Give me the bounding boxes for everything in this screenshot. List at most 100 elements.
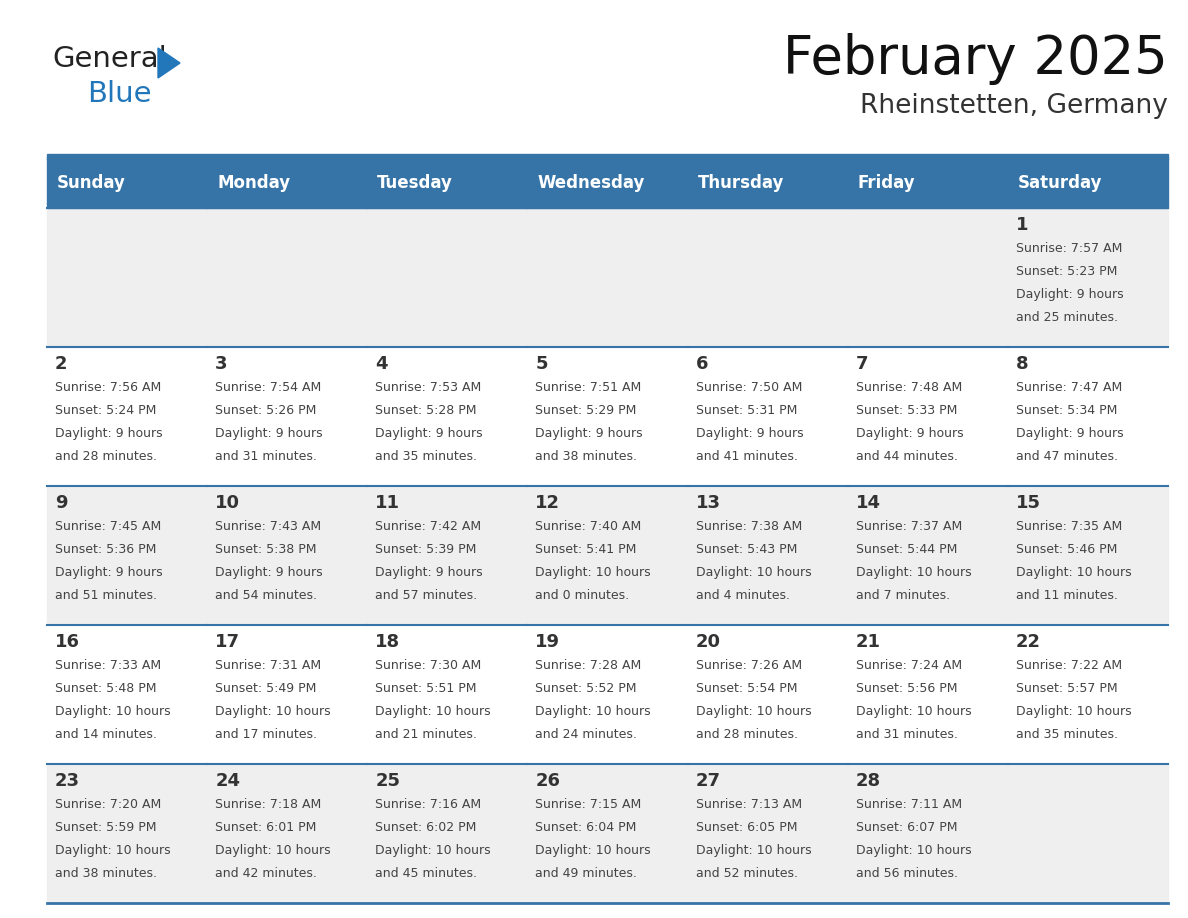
Text: 12: 12 bbox=[536, 494, 561, 512]
Text: and 21 minutes.: and 21 minutes. bbox=[375, 728, 478, 741]
Text: Sunset: 5:39 PM: Sunset: 5:39 PM bbox=[375, 543, 476, 556]
Text: 23: 23 bbox=[55, 772, 80, 790]
Text: Daylight: 10 hours: Daylight: 10 hours bbox=[855, 705, 972, 718]
Text: and 31 minutes.: and 31 minutes. bbox=[855, 728, 958, 741]
Text: Sunset: 5:33 PM: Sunset: 5:33 PM bbox=[855, 404, 958, 417]
Text: Sunrise: 7:30 AM: Sunrise: 7:30 AM bbox=[375, 659, 481, 672]
Text: Sunset: 5:43 PM: Sunset: 5:43 PM bbox=[695, 543, 797, 556]
Bar bbox=[367, 486, 527, 625]
Text: Sunset: 5:44 PM: Sunset: 5:44 PM bbox=[855, 543, 958, 556]
Text: Sunset: 5:49 PM: Sunset: 5:49 PM bbox=[215, 682, 316, 695]
Bar bbox=[207, 347, 367, 486]
Text: 21: 21 bbox=[855, 633, 880, 651]
Bar bbox=[48, 347, 207, 486]
Bar bbox=[48, 158, 207, 208]
Bar bbox=[1007, 486, 1168, 625]
Text: Sunrise: 7:38 AM: Sunrise: 7:38 AM bbox=[695, 520, 802, 533]
Text: 20: 20 bbox=[695, 633, 721, 651]
Text: Sunrise: 7:42 AM: Sunrise: 7:42 AM bbox=[375, 520, 481, 533]
Text: Sunrise: 7:15 AM: Sunrise: 7:15 AM bbox=[536, 798, 642, 811]
Bar bbox=[688, 208, 848, 347]
Bar bbox=[848, 764, 1007, 903]
Text: 7: 7 bbox=[855, 355, 868, 373]
Text: Sunrise: 7:48 AM: Sunrise: 7:48 AM bbox=[855, 381, 962, 394]
Text: and 42 minutes.: and 42 minutes. bbox=[215, 867, 317, 879]
Text: Daylight: 9 hours: Daylight: 9 hours bbox=[215, 565, 323, 579]
Text: Daylight: 9 hours: Daylight: 9 hours bbox=[375, 427, 482, 440]
Bar bbox=[207, 764, 367, 903]
Text: Sunset: 5:54 PM: Sunset: 5:54 PM bbox=[695, 682, 797, 695]
Text: 26: 26 bbox=[536, 772, 561, 790]
Text: and 35 minutes.: and 35 minutes. bbox=[375, 450, 478, 463]
Text: Sunset: 5:57 PM: Sunset: 5:57 PM bbox=[1016, 682, 1118, 695]
Text: Sunset: 5:23 PM: Sunset: 5:23 PM bbox=[1016, 265, 1117, 278]
Text: Daylight: 10 hours: Daylight: 10 hours bbox=[215, 844, 330, 856]
Bar bbox=[1007, 158, 1168, 208]
Bar bbox=[48, 208, 207, 347]
Text: Sunrise: 7:40 AM: Sunrise: 7:40 AM bbox=[536, 520, 642, 533]
Text: Sunrise: 7:24 AM: Sunrise: 7:24 AM bbox=[855, 659, 962, 672]
Text: Sunset: 6:01 PM: Sunset: 6:01 PM bbox=[215, 821, 316, 834]
Text: Daylight: 10 hours: Daylight: 10 hours bbox=[855, 565, 972, 579]
Text: Daylight: 9 hours: Daylight: 9 hours bbox=[215, 427, 323, 440]
Text: Sunrise: 7:47 AM: Sunrise: 7:47 AM bbox=[1016, 381, 1123, 394]
Text: Sunrise: 7:26 AM: Sunrise: 7:26 AM bbox=[695, 659, 802, 672]
Text: and 45 minutes.: and 45 minutes. bbox=[375, 867, 478, 879]
Text: Daylight: 10 hours: Daylight: 10 hours bbox=[375, 705, 491, 718]
Text: Sunrise: 7:35 AM: Sunrise: 7:35 AM bbox=[1016, 520, 1123, 533]
Text: Blue: Blue bbox=[87, 80, 152, 108]
Text: Sunday: Sunday bbox=[57, 174, 126, 192]
Bar bbox=[688, 625, 848, 764]
Text: and 41 minutes.: and 41 minutes. bbox=[695, 450, 797, 463]
Text: Wednesday: Wednesday bbox=[537, 174, 645, 192]
Text: 19: 19 bbox=[536, 633, 561, 651]
Text: and 51 minutes.: and 51 minutes. bbox=[55, 588, 157, 602]
Text: 5: 5 bbox=[536, 355, 548, 373]
Text: Sunset: 5:38 PM: Sunset: 5:38 PM bbox=[215, 543, 317, 556]
Text: Sunset: 5:41 PM: Sunset: 5:41 PM bbox=[536, 543, 637, 556]
Text: 25: 25 bbox=[375, 772, 400, 790]
Bar bbox=[848, 208, 1007, 347]
Text: Sunrise: 7:50 AM: Sunrise: 7:50 AM bbox=[695, 381, 802, 394]
Bar bbox=[527, 347, 688, 486]
Text: General: General bbox=[52, 45, 166, 73]
Text: Daylight: 10 hours: Daylight: 10 hours bbox=[695, 565, 811, 579]
Text: and 38 minutes.: and 38 minutes. bbox=[55, 867, 157, 879]
Text: 10: 10 bbox=[215, 494, 240, 512]
Bar bbox=[207, 625, 367, 764]
Text: Sunrise: 7:18 AM: Sunrise: 7:18 AM bbox=[215, 798, 322, 811]
Text: Sunrise: 7:53 AM: Sunrise: 7:53 AM bbox=[375, 381, 481, 394]
Text: 1: 1 bbox=[1016, 216, 1029, 234]
Text: 4: 4 bbox=[375, 355, 387, 373]
Text: and 28 minutes.: and 28 minutes. bbox=[55, 450, 157, 463]
Bar bbox=[48, 486, 207, 625]
Text: Daylight: 9 hours: Daylight: 9 hours bbox=[536, 427, 643, 440]
Text: and 56 minutes.: and 56 minutes. bbox=[855, 867, 958, 879]
Bar bbox=[207, 208, 367, 347]
Text: Sunset: 6:05 PM: Sunset: 6:05 PM bbox=[695, 821, 797, 834]
Text: and 11 minutes.: and 11 minutes. bbox=[1016, 588, 1118, 602]
Text: Sunrise: 7:11 AM: Sunrise: 7:11 AM bbox=[855, 798, 962, 811]
Text: 6: 6 bbox=[695, 355, 708, 373]
Bar bbox=[367, 208, 527, 347]
Text: and 0 minutes.: and 0 minutes. bbox=[536, 588, 630, 602]
Text: Sunrise: 7:22 AM: Sunrise: 7:22 AM bbox=[1016, 659, 1121, 672]
Text: Sunrise: 7:16 AM: Sunrise: 7:16 AM bbox=[375, 798, 481, 811]
Text: Daylight: 10 hours: Daylight: 10 hours bbox=[1016, 565, 1131, 579]
Bar bbox=[367, 625, 527, 764]
Bar bbox=[527, 625, 688, 764]
Text: Daylight: 10 hours: Daylight: 10 hours bbox=[536, 705, 651, 718]
Bar bbox=[367, 158, 527, 208]
Text: 3: 3 bbox=[215, 355, 228, 373]
Bar bbox=[527, 486, 688, 625]
Text: Sunset: 5:28 PM: Sunset: 5:28 PM bbox=[375, 404, 476, 417]
Text: and 14 minutes.: and 14 minutes. bbox=[55, 728, 157, 741]
Bar bbox=[848, 625, 1007, 764]
Text: Sunset: 5:31 PM: Sunset: 5:31 PM bbox=[695, 404, 797, 417]
Text: Sunrise: 7:31 AM: Sunrise: 7:31 AM bbox=[215, 659, 321, 672]
Bar bbox=[1007, 347, 1168, 486]
Text: Sunrise: 7:45 AM: Sunrise: 7:45 AM bbox=[55, 520, 162, 533]
Text: 2: 2 bbox=[55, 355, 68, 373]
Polygon shape bbox=[158, 48, 181, 78]
Text: and 35 minutes.: and 35 minutes. bbox=[1016, 728, 1118, 741]
